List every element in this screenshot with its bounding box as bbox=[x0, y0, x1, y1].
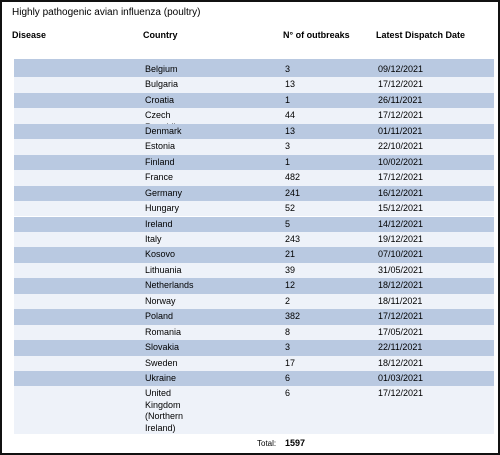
dispatch-date: 16/12/2021 bbox=[378, 187, 424, 198]
country: Italy bbox=[145, 233, 162, 244]
table-row: Sweden 17 18/12/2021 bbox=[14, 355, 494, 371]
dispatch-date: 31/05/2021 bbox=[378, 264, 424, 275]
dispatch-date: 01/03/2021 bbox=[378, 373, 424, 383]
outbreaks: 482 bbox=[285, 172, 301, 183]
dispatch-date: 18/12/2021 bbox=[378, 280, 424, 291]
table-row: Norway 2 18/11/2021 bbox=[14, 293, 494, 310]
outbreaks: 13 bbox=[285, 79, 296, 90]
country: Kosovo bbox=[145, 249, 176, 260]
country: Ukraine bbox=[145, 373, 177, 383]
table-row: Denmark 13 01/11/2021 bbox=[14, 123, 494, 140]
column-header: Disease bbox=[12, 30, 47, 40]
outbreaks: 241 bbox=[285, 187, 301, 198]
dispatch-date: 15/12/2021 bbox=[378, 203, 424, 214]
dispatch-date: 17/12/2021 bbox=[378, 110, 424, 121]
country: Croatia bbox=[145, 94, 175, 105]
country: Hungary bbox=[145, 203, 180, 214]
dispatch-date: 17/12/2021 bbox=[378, 79, 424, 90]
dispatch-date: 18/12/2021 bbox=[378, 357, 424, 368]
country: Norway bbox=[145, 295, 176, 306]
outbreaks: 243 bbox=[285, 233, 301, 244]
table-row: France 482 17/12/2021 bbox=[14, 170, 494, 186]
dispatch-date: 14/12/2021 bbox=[378, 218, 424, 229]
column-header: Latest Dispatch Date bbox=[376, 30, 466, 40]
outbreaks: 5 bbox=[285, 218, 291, 229]
dispatch-date: 17/12/2021 bbox=[378, 311, 424, 322]
table-row: Ukraine 6 01/03/2021 bbox=[14, 371, 494, 387]
country: Denmark bbox=[145, 125, 182, 136]
table-row: Hungary 52 15/12/2021 bbox=[14, 201, 494, 217]
table-row: Finland 1 10/02/2021 bbox=[14, 154, 494, 171]
country: United Kingdom (Northern Ireland) bbox=[145, 388, 184, 433]
outbreaks: 12 bbox=[285, 280, 296, 291]
dispatch-date: 17/12/2021 bbox=[378, 172, 424, 183]
outbreaks: 39 bbox=[285, 264, 296, 275]
outbreaks: 52 bbox=[285, 203, 296, 214]
separator bbox=[14, 59, 494, 62]
dispatch-date: 17/05/2021 bbox=[378, 326, 424, 337]
country: Romania bbox=[145, 326, 182, 337]
dispatch-date: 09/12/2021 bbox=[378, 64, 424, 74]
outbreaks: 6 bbox=[285, 388, 291, 399]
title: Highly pathogenic avian influenza (poult… bbox=[12, 7, 201, 18]
total-value: 1597 bbox=[285, 438, 306, 448]
dispatch-date: 22/10/2021 bbox=[378, 141, 424, 152]
table-row: Bulgaria 13 17/12/2021 bbox=[14, 77, 494, 93]
country: Finland bbox=[145, 156, 175, 167]
table-row: United Kingdom (Northern Ireland) 6 17/12/… bbox=[14, 386, 494, 434]
outbreaks: 17 bbox=[285, 357, 296, 368]
country: Lithuania bbox=[145, 264, 182, 275]
country: Ireland bbox=[145, 218, 173, 229]
table-row: Croatia 1 26/11/2021 bbox=[14, 92, 494, 109]
outbreaks: 3 bbox=[285, 64, 291, 74]
table-row: Germany 241 16/12/2021 bbox=[14, 185, 494, 202]
outbreaks: 8 bbox=[285, 326, 291, 337]
dispatch-date: 07/10/2021 bbox=[378, 249, 424, 260]
outbreaks: 1 bbox=[285, 94, 291, 105]
table-row: Ireland 5 14/12/2021 bbox=[14, 216, 494, 232]
country: Slovakia bbox=[145, 342, 180, 353]
country: Bulgaria bbox=[145, 79, 179, 90]
dispatch-date: 18/11/2021 bbox=[378, 295, 423, 306]
table-row: Kosovo 21 07/10/2021 bbox=[14, 247, 494, 263]
table-row: Belgium 3 09/12/2021 bbox=[14, 62, 494, 78]
outbreaks: 6 bbox=[285, 373, 291, 383]
table-row: Estonia 3 22/10/2021 bbox=[14, 139, 494, 155]
country: Estonia bbox=[145, 141, 176, 152]
country: Netherlands bbox=[145, 280, 194, 291]
dispatch-date: 26/11/2021 bbox=[378, 94, 423, 105]
table-row: Lithuania 39 31/05/2021 bbox=[14, 262, 494, 279]
dispatch-date: 10/02/2021 bbox=[378, 156, 424, 167]
outbreaks: 2 bbox=[285, 295, 291, 306]
outbreaks: 21 bbox=[285, 249, 296, 260]
table-row: Czech Republic4417/12/2021 bbox=[14, 108, 494, 132]
country: Sweden bbox=[145, 357, 178, 368]
dispatch-date: 17/12/2021 bbox=[378, 388, 424, 399]
country: Poland bbox=[145, 311, 174, 322]
table-row: Italy 243 19/12/2021 bbox=[14, 231, 494, 248]
table-row: Netherlands 12 18/12/2021 bbox=[14, 278, 494, 294]
dispatch-date: 19/12/2021 bbox=[378, 233, 424, 244]
outbreaks: 44 bbox=[285, 110, 296, 121]
country: Germany bbox=[145, 187, 183, 198]
outbreaks: 13 bbox=[285, 125, 296, 136]
country: France bbox=[145, 172, 174, 183]
table-row: Slovakia 3 22/11/2021 bbox=[14, 340, 494, 356]
outbreaks: 3 bbox=[285, 342, 291, 353]
outbreaks: 382 bbox=[285, 311, 301, 322]
outbreaks: 3 bbox=[285, 141, 291, 152]
table-row: Poland 382 17/12/2021 bbox=[14, 309, 494, 325]
total-label: Total: bbox=[257, 439, 277, 448]
dispatch-date: 22/11/2021 bbox=[378, 342, 423, 353]
dispatch-date: 01/11/2021 bbox=[378, 125, 423, 136]
column-header: Country bbox=[143, 30, 178, 40]
outbreaks: 1 bbox=[285, 156, 291, 167]
table-row: Romania 8 17/05/2021 bbox=[14, 324, 494, 341]
country: Belgium bbox=[145, 64, 178, 74]
column-header: N° of outbreaks bbox=[283, 30, 350, 40]
